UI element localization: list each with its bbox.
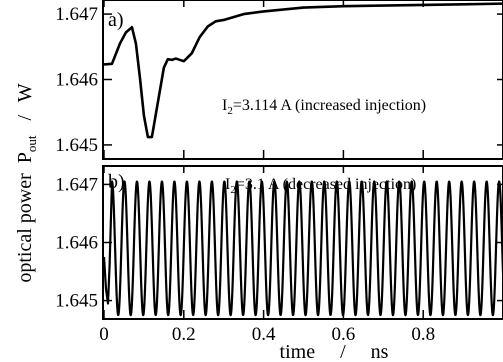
panel-a-yticks: 1.645 1.646 1.647 (55, 4, 503, 156)
y-axis-separator: / (14, 114, 36, 120)
panel-b-annotation-text: =3.1 A (decreased injection) (236, 176, 417, 193)
y-axis-subscript: out (24, 135, 39, 152)
x-tick-labels: 0 0.2 0.4 0.6 0.8 (99, 324, 435, 345)
x-axis-separator: / (340, 341, 346, 362)
y-axis-symbol: P (14, 152, 36, 163)
panel-b-label: b) (108, 171, 125, 193)
panel-a-series-line (103, 2, 503, 139)
x-axis-unit: ns (371, 341, 389, 362)
panel-a-annotation-text: =3.114 A (increased injection) (233, 97, 426, 114)
panel-b-annotation: I2=3.1 A (decreased injection) (225, 176, 416, 196)
panel-a-xticks (103, 1, 424, 158)
y-axis-unit: W (14, 83, 36, 102)
panel-a-frame (102, 0, 503, 160)
panel-b-ytick-label: 1.645 (55, 291, 98, 312)
x-axis-quantity: time (280, 341, 316, 362)
panel-a-annotation: I2=3.114 A (increased injection) (222, 97, 426, 117)
panel-a: a) I2=3.114 A (increased injection) 1.64… (55, 0, 503, 160)
panel-a-current-symbol: I (222, 97, 227, 114)
panel-b-series-line (102, 180, 503, 317)
panel-a-ytick-label: 1.647 (55, 4, 98, 25)
x-tick-label: 0 (99, 324, 109, 345)
panel-b-ytick-label: 1.646 (55, 233, 98, 254)
panel-b: b) I2=3.1 A (decreased injection) 1.645 1… (55, 165, 503, 320)
panel-a-ytick-label: 1.645 (55, 135, 98, 156)
panel-b-frame (102, 165, 503, 320)
panel-a-ytick-label: 1.646 (55, 70, 98, 91)
panel-b-ytick-label: 1.647 (55, 174, 98, 195)
x-tick-label: 0.8 (411, 324, 435, 345)
x-axis-label: time / ns (280, 341, 389, 362)
panel-a-label: a) (108, 9, 124, 31)
panel-b-current-symbol: I (225, 176, 230, 193)
panel-b-current-subscript: 2 (230, 184, 236, 196)
panel-a-current-subscript: 2 (227, 105, 233, 117)
x-tick-label: 0.6 (332, 324, 356, 345)
y-axis-label: optical power Pout / W (14, 83, 41, 282)
y-axis-quantity: optical power (14, 173, 36, 283)
x-tick-label: 0.2 (172, 324, 196, 345)
x-tick-label: 0.4 (252, 324, 276, 345)
